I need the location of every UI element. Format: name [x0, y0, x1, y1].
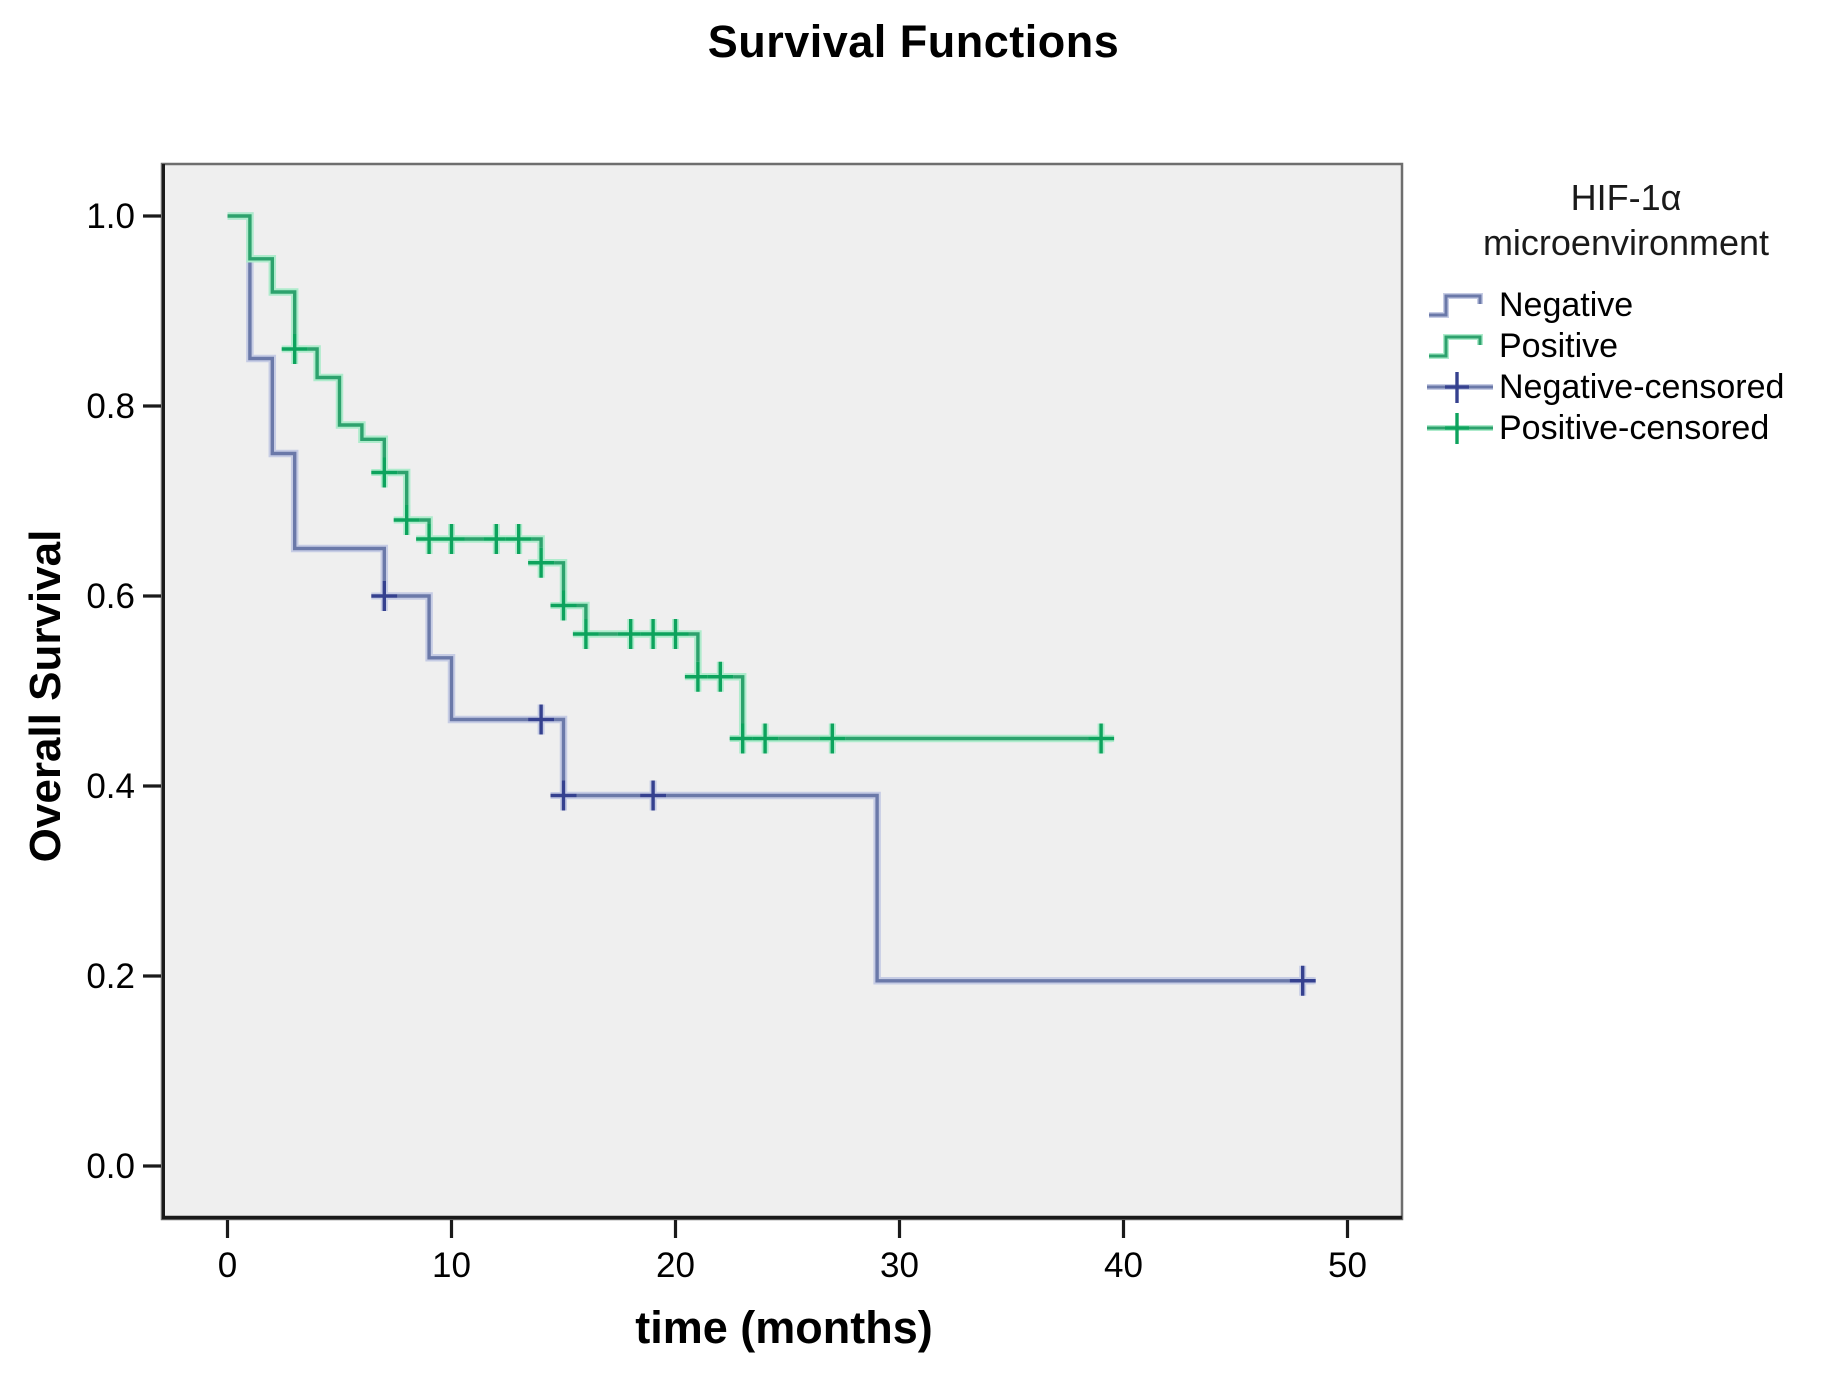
legend-entries: Negative Positive Negative-censored Posi… [1425, 285, 1827, 449]
y-tick-label: 0.4 [86, 767, 135, 806]
legend-entry-label: Negative [1499, 286, 1634, 324]
legend-entry-label: Negative-censored [1499, 368, 1785, 406]
censor-mark [752, 723, 779, 754]
censor-mark [1289, 965, 1316, 996]
censor-mark [729, 723, 756, 754]
x-axis-ticks: 0 10 20 30 40 50 [218, 1220, 1367, 1285]
legend-title-line1: HIF-1α [1570, 177, 1682, 218]
censor-plus-symbol-negative-icon [1427, 372, 1493, 403]
y-tick-label: 0.2 [86, 957, 135, 996]
censor-mark [528, 704, 555, 735]
censor-mark [662, 619, 689, 649]
censor-mark [617, 619, 644, 649]
y-tick-label: 0.6 [86, 577, 135, 616]
y-tick-label: 0.0 [86, 1147, 135, 1186]
censor-mark [371, 581, 398, 611]
censor-mark [281, 334, 308, 364]
censor-mark [572, 619, 599, 649]
x-tick-label: 20 [656, 1246, 695, 1285]
censor-mark [550, 590, 577, 621]
legend-entry-label: Positive-censored [1499, 409, 1770, 447]
y-tick-label: 0.8 [86, 387, 135, 426]
x-tick-label: 40 [1104, 1246, 1143, 1285]
step-line-symbol-negative-icon [1429, 293, 1483, 318]
legend-entry-label: Positive [1499, 327, 1619, 365]
censor-plus-symbol-positive-icon [1427, 413, 1493, 444]
legend-entry-positive: Positive [1425, 326, 1827, 367]
legend-entry-negative: Negative [1425, 285, 1827, 326]
legend: HIF-1α microenvironment Negative Positiv… [1425, 175, 1827, 449]
x-tick-label: 50 [1328, 1246, 1367, 1285]
censor-mark [640, 780, 667, 811]
x-tick-label: 30 [880, 1246, 919, 1285]
y-axis-ticks: 1.0 0.8 0.6 0.4 0.2 0.0 [86, 197, 161, 1186]
censor-mark [438, 524, 465, 554]
step-line-symbol-positive-icon [1429, 334, 1483, 359]
legend-entry-positive-censored: Positive-censored [1425, 408, 1827, 449]
censor-mark [393, 505, 420, 535]
censor-mark [640, 619, 667, 649]
censor-mark [550, 780, 577, 811]
censor-mark [684, 661, 711, 692]
censor-mark [416, 524, 443, 554]
x-axis-title: time (months) [635, 1302, 933, 1353]
legend-title-line2: microenvironment [1482, 222, 1770, 263]
y-tick-label: 1.0 [86, 197, 135, 236]
negative-survival-curve [227, 214, 1314, 983]
censor-mark [707, 661, 734, 692]
plot-background [160, 162, 1404, 1221]
censor-mark [528, 547, 555, 578]
censor-mark [819, 723, 846, 754]
positive-survival-censor-marks [281, 334, 1115, 754]
x-tick-label: 0 [218, 1246, 237, 1285]
censor-mark [371, 457, 398, 488]
negative-survival-censor-marks [371, 581, 1316, 996]
censor-mark [1088, 723, 1115, 754]
x-tick-label: 10 [432, 1246, 471, 1285]
legend-title: HIF-1α microenvironment [1425, 175, 1827, 265]
legend-entry-negative-censored: Negative-censored [1425, 367, 1827, 408]
censor-mark [483, 524, 510, 554]
censor-mark [505, 524, 532, 554]
chart-title: Survival Functions [707, 16, 1120, 67]
